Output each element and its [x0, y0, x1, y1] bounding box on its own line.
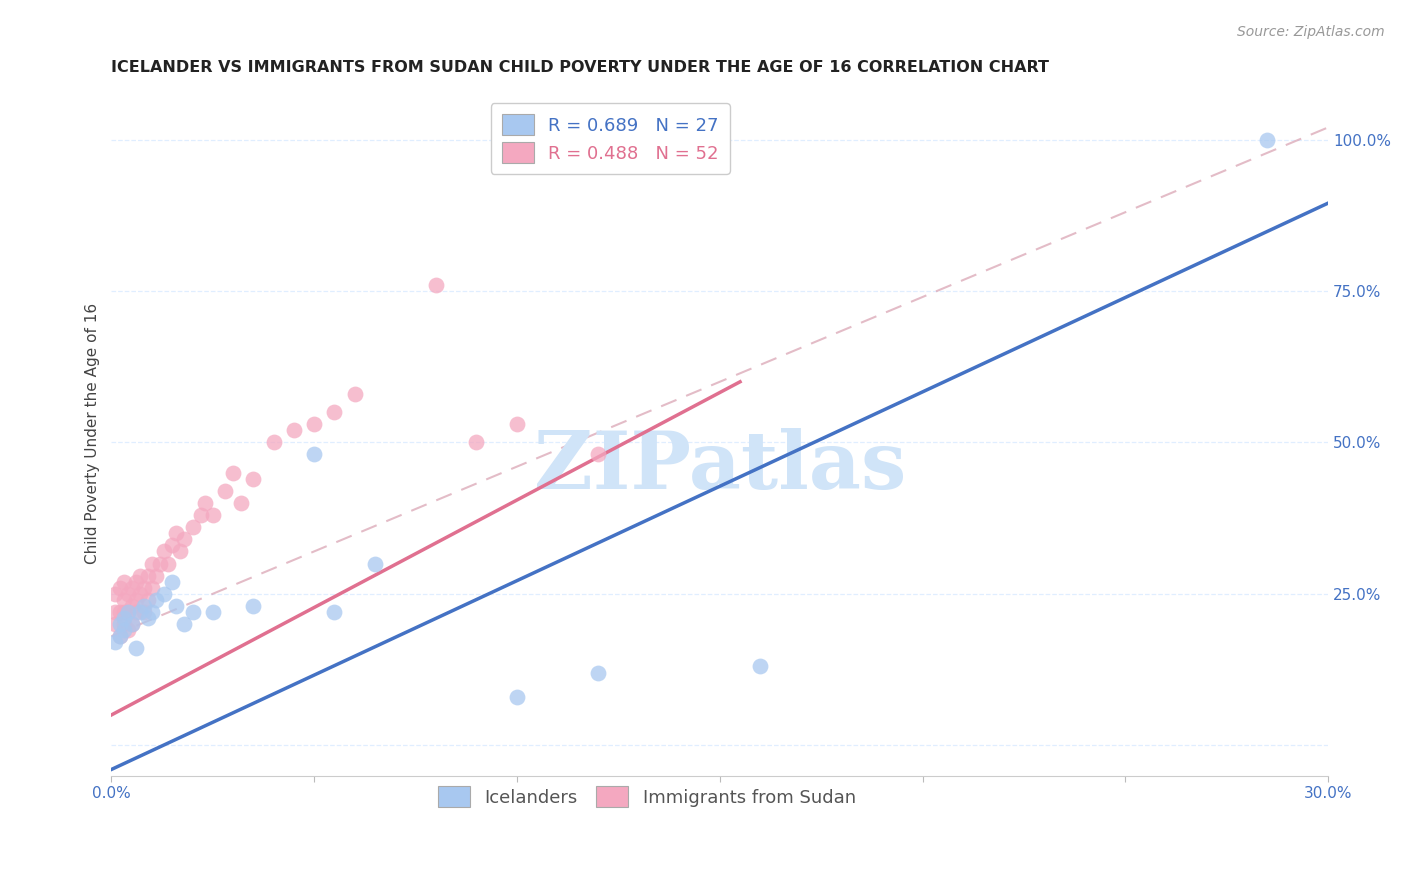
Point — [112, 611, 135, 625]
Point — [214, 483, 236, 498]
Point — [181, 605, 204, 619]
Point — [222, 466, 245, 480]
Point — [465, 435, 488, 450]
Point — [194, 496, 217, 510]
Point — [169, 544, 191, 558]
Text: Source: ZipAtlas.com: Source: ZipAtlas.com — [1237, 25, 1385, 39]
Point — [121, 599, 143, 613]
Point — [104, 605, 127, 619]
Point — [136, 592, 159, 607]
Point — [323, 605, 346, 619]
Point — [173, 617, 195, 632]
Text: ZIPatlas: ZIPatlas — [534, 428, 905, 507]
Point — [749, 659, 772, 673]
Point — [125, 641, 148, 656]
Point — [165, 526, 187, 541]
Point — [141, 557, 163, 571]
Point — [108, 581, 131, 595]
Point — [112, 592, 135, 607]
Point — [121, 617, 143, 632]
Point — [283, 423, 305, 437]
Point — [108, 605, 131, 619]
Point — [132, 605, 155, 619]
Point — [108, 629, 131, 643]
Point — [302, 448, 325, 462]
Point — [117, 605, 139, 619]
Point — [153, 587, 176, 601]
Point — [364, 557, 387, 571]
Point — [121, 617, 143, 632]
Point — [128, 568, 150, 582]
Point — [121, 581, 143, 595]
Point — [104, 587, 127, 601]
Point — [425, 277, 447, 292]
Y-axis label: Child Poverty Under the Age of 16: Child Poverty Under the Age of 16 — [86, 302, 100, 564]
Point — [128, 605, 150, 619]
Point — [132, 581, 155, 595]
Point — [136, 611, 159, 625]
Point — [112, 574, 135, 589]
Point — [162, 538, 184, 552]
Point — [162, 574, 184, 589]
Point — [117, 623, 139, 637]
Point — [125, 592, 148, 607]
Point — [112, 623, 135, 637]
Point — [302, 417, 325, 432]
Point — [145, 592, 167, 607]
Point — [201, 605, 224, 619]
Point — [242, 472, 264, 486]
Point — [117, 587, 139, 601]
Point — [117, 605, 139, 619]
Point — [104, 617, 127, 632]
Point — [125, 574, 148, 589]
Point — [141, 605, 163, 619]
Point — [201, 508, 224, 522]
Point — [157, 557, 180, 571]
Point — [323, 405, 346, 419]
Point — [343, 387, 366, 401]
Point — [112, 617, 135, 632]
Point — [1256, 132, 1278, 146]
Point — [190, 508, 212, 522]
Point — [128, 587, 150, 601]
Point — [586, 665, 609, 680]
Point — [231, 496, 253, 510]
Point — [108, 629, 131, 643]
Point — [108, 617, 131, 632]
Point — [112, 605, 135, 619]
Point — [263, 435, 285, 450]
Point — [242, 599, 264, 613]
Point — [165, 599, 187, 613]
Point — [141, 581, 163, 595]
Point — [506, 417, 529, 432]
Point — [506, 690, 529, 704]
Point — [104, 635, 127, 649]
Point — [149, 557, 172, 571]
Point — [153, 544, 176, 558]
Point — [145, 568, 167, 582]
Text: ICELANDER VS IMMIGRANTS FROM SUDAN CHILD POVERTY UNDER THE AGE OF 16 CORRELATION: ICELANDER VS IMMIGRANTS FROM SUDAN CHILD… — [111, 60, 1049, 75]
Point — [125, 605, 148, 619]
Point — [173, 533, 195, 547]
Point — [132, 599, 155, 613]
Point — [181, 520, 204, 534]
Legend: Icelanders, Immigrants from Sudan: Icelanders, Immigrants from Sudan — [430, 779, 863, 814]
Point — [136, 568, 159, 582]
Point — [586, 448, 609, 462]
